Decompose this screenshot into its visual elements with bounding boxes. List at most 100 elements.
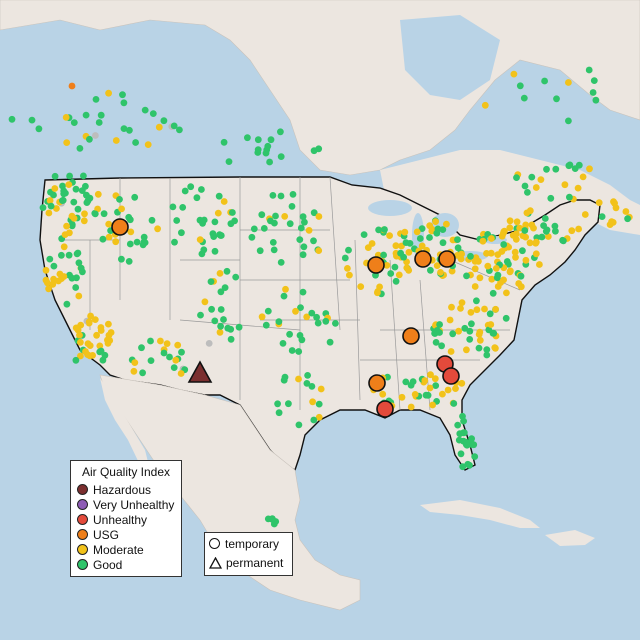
monitor-dot [112, 238, 120, 246]
monitor-dot [207, 278, 215, 285]
monitor-dot [53, 205, 60, 212]
monitor-dot [217, 306, 225, 313]
monitor-dot [99, 235, 107, 243]
monitor-dot [176, 126, 183, 134]
monitor-dot [170, 364, 178, 371]
good-swatch-icon [77, 559, 88, 570]
monitor-dot [544, 233, 552, 240]
monitor-dot [579, 173, 587, 181]
monitor-dot [586, 165, 593, 173]
monitor-type-legend: temporary permanent [204, 532, 293, 576]
monitor-dot [211, 317, 219, 325]
monitor-dot [391, 263, 399, 271]
monitor-dot [97, 327, 105, 334]
monitor-dot [506, 224, 514, 232]
monitor-dot [82, 348, 89, 355]
monitor-dot [126, 216, 134, 224]
aqi-legend-label: Very Unhealthy [93, 497, 175, 512]
temporary-monitor-marker [402, 327, 420, 345]
monitor-dot [45, 209, 53, 217]
monitor-dot [75, 292, 83, 300]
monitor-dot [105, 89, 112, 97]
monitor-dot [454, 244, 462, 252]
monitor-dot [286, 220, 294, 228]
monitor-dot [515, 280, 523, 287]
monitor-dot [59, 197, 66, 205]
monitor-dot [147, 337, 154, 345]
monitor-dot [452, 385, 459, 392]
monitor-dot [303, 313, 311, 321]
monitor-dot [468, 320, 475, 328]
permanent-monitor-marker [187, 360, 213, 383]
monitor-dot [96, 348, 104, 356]
monitor-dot [437, 269, 444, 276]
monitor-dot [516, 82, 524, 90]
monitor-dot [63, 222, 70, 230]
monitor-dot [244, 134, 251, 142]
monitor-dot [223, 267, 231, 275]
monitor-dot [455, 436, 463, 444]
monitor-dot [299, 288, 307, 296]
monitor-dot [56, 270, 64, 278]
monitor-dot [295, 348, 303, 355]
monitor-dot [461, 324, 469, 332]
temporary-monitor-marker [376, 400, 394, 418]
monitor-dot [289, 191, 297, 198]
monitor-dot [383, 262, 391, 269]
monitor-dot [345, 246, 352, 254]
monitor-dot [411, 391, 419, 398]
monitor-dot [120, 125, 128, 132]
monitor-dot [486, 310, 494, 318]
monitor-dot [170, 122, 178, 130]
monitor-dot [598, 213, 606, 221]
monitor-dot [475, 331, 483, 338]
monitor-dot [315, 145, 323, 153]
monitor-dot [542, 227, 550, 235]
monitor-dot [61, 231, 69, 239]
monitor-dot [154, 225, 162, 233]
monitor-dot [484, 262, 492, 270]
monitor-dot [112, 137, 120, 144]
monitor-dot [483, 351, 491, 359]
aqi-legend-item-moderate: Moderate [71, 542, 181, 557]
aqi-legend-item-unhealthy: Unhealthy [71, 512, 181, 527]
monitor-dot [132, 139, 140, 146]
monitor-dot [561, 181, 569, 189]
monitor-dot [282, 285, 289, 293]
monitor-dot [77, 338, 84, 346]
monitor-dot [179, 204, 187, 211]
monitor-dot [471, 257, 479, 265]
monitor-dot [147, 357, 155, 364]
monitor-dot [50, 262, 58, 270]
monitor-dot [310, 416, 318, 424]
monitor-dot [264, 142, 272, 150]
monitor-dot [105, 220, 113, 228]
monitor-dot [144, 141, 152, 149]
monitor-dot [51, 172, 59, 180]
monitor-dot [455, 327, 462, 335]
monitor-dot [536, 261, 543, 268]
monitor-dot [300, 243, 308, 251]
monitor-dot [315, 213, 323, 220]
aqi-legend-item-hazardous: Hazardous [71, 482, 181, 497]
monitor-dot [485, 326, 493, 334]
monitor-dot [528, 221, 536, 229]
cuba-land [420, 500, 540, 528]
monitor-dot [541, 215, 549, 222]
monitor-dot [505, 260, 512, 268]
monitor-dot [262, 321, 270, 329]
monitor-dot [277, 128, 284, 136]
monitor-dot [457, 305, 464, 312]
monitor-dot [397, 249, 404, 257]
monitor-dot [46, 255, 54, 263]
monitor-dot [309, 398, 316, 406]
monitor-dot [458, 299, 466, 306]
monitor-dot [254, 136, 262, 144]
monitor-dot [426, 234, 433, 241]
monitor-dot [44, 279, 51, 287]
monitor-dot [125, 258, 133, 265]
type-legend-label: temporary [225, 536, 280, 551]
monitor-dot [131, 359, 139, 366]
monitor-dot [63, 139, 71, 147]
monitor-dot [296, 332, 304, 339]
